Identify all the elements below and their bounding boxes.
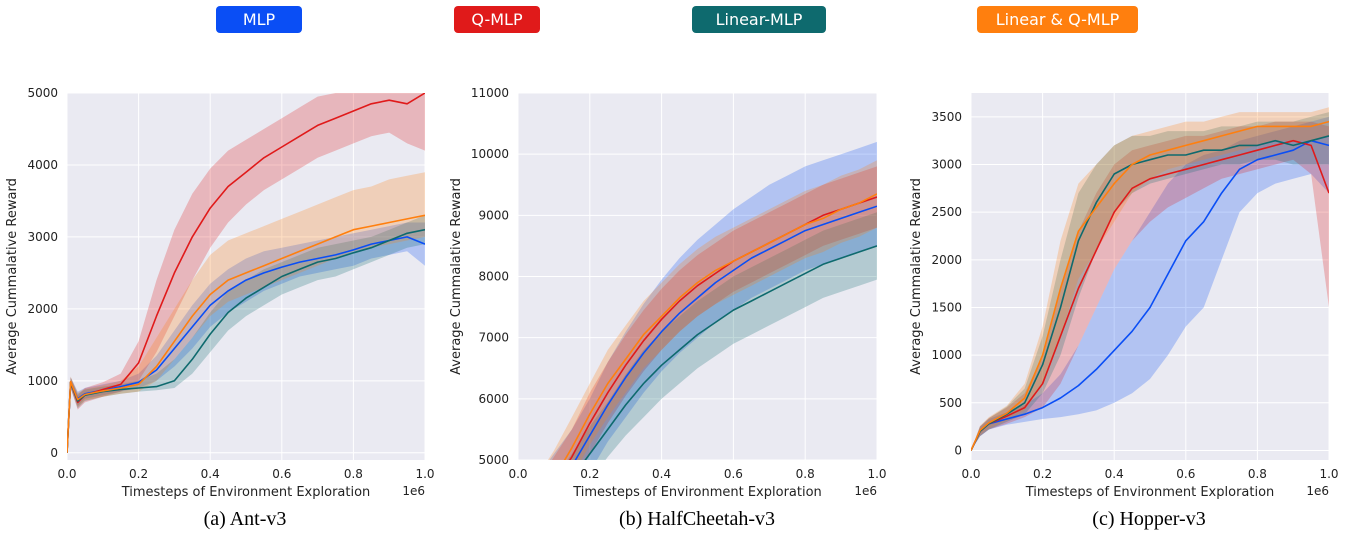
line-linear-and-q-mlp <box>67 214 425 453</box>
y-axis-label: Average Cummalative Reward <box>5 178 20 375</box>
band-mlp <box>67 222 425 453</box>
plot-series <box>67 93 425 453</box>
plot-series <box>971 107 1329 451</box>
x-tick-label: 0.2 <box>580 467 599 481</box>
chart-panel-3: 0.0 0.2 0.4 0.6 0.8 1.0 0 500 1000 1500 2000 2500 30… <box>909 93 1339 500</box>
caption-hopper: (c) Hopper-v3 <box>1092 508 1206 530</box>
y-tick-label: 2000 <box>27 302 58 316</box>
y-tick-label: 2000 <box>931 253 962 267</box>
x-tick-label: 0.4 <box>201 467 220 481</box>
y-tick-label: 1000 <box>931 348 962 362</box>
chart-panel-1: 0.0 0.2 0.4 0.6 0.8 1.0 0 1000 2000 3000 4000 5000 1… <box>5 86 435 500</box>
y-axis-label: Average Cummalative Reward <box>449 178 464 375</box>
y-tick-label: 9000 <box>478 208 509 222</box>
band-linear-mlp <box>67 215 425 453</box>
legend-label-q-mlp: Q-MLP <box>471 10 523 29</box>
legend-item-linear-mlp: Linear-MLP <box>692 6 826 33</box>
x-tick-label: 0.4 <box>652 467 671 481</box>
x-tick-label: 0.4 <box>1105 467 1124 481</box>
legend-label-linear-q-mlp: Linear & Q-MLP <box>995 10 1120 29</box>
y-tick-label: 1000 <box>27 374 58 388</box>
x-tick-label: 0.2 <box>129 467 148 481</box>
band-linear-mlp <box>567 212 877 460</box>
y-tick-label: 2500 <box>931 205 962 219</box>
x-tick-label: 0.6 <box>724 467 743 481</box>
line-linear-and-q-mlp <box>971 120 1329 451</box>
y-tick-label: 500 <box>939 396 962 410</box>
line-linear-mlp <box>584 245 877 460</box>
x-tick-label: 0.0 <box>57 467 76 481</box>
y-tick-label: 11000 <box>471 86 509 100</box>
chart-panel-2: 0.0 0.2 0.4 0.6 0.8 1.0 5000 6000 7000 8000 9000 10… <box>449 86 887 500</box>
y-tick-label: 8000 <box>478 270 509 284</box>
legend-item-q-mlp: Q-MLP <box>454 6 540 33</box>
x-tick-label: 0.0 <box>508 467 527 481</box>
x-offset-label: 1e6 <box>402 484 425 498</box>
line-q-mlp <box>568 196 877 460</box>
y-tick-label: 6000 <box>478 392 509 406</box>
band-q-mlp <box>551 166 877 460</box>
legend-item-mlp: MLP <box>216 6 302 33</box>
x-tick-label: 1.0 <box>1319 467 1338 481</box>
x-tick-label: 0.8 <box>1248 467 1267 481</box>
x-tick-label: 0.6 <box>1176 467 1195 481</box>
line-mlp <box>574 205 877 460</box>
x-tick-label: 0.6 <box>272 467 291 481</box>
x-tick-label: 0.8 <box>344 467 363 481</box>
plot-series <box>547 141 877 460</box>
line-q-mlp <box>971 139 1329 451</box>
y-tick-label: 7000 <box>478 331 509 345</box>
x-tick-label: 1.0 <box>415 467 434 481</box>
line-linear-and-q-mlp <box>563 193 877 460</box>
x-tick-label: 0.8 <box>796 467 815 481</box>
y-tick-label: 10000 <box>471 147 509 161</box>
legend-label-mlp: MLP <box>242 10 276 29</box>
y-tick-label: 3500 <box>931 110 962 124</box>
band-mlp <box>971 116 1329 451</box>
y-tick-label: 0 <box>954 443 962 457</box>
band-q-mlp <box>67 93 425 453</box>
caption-ant: (a) Ant-v3 <box>203 508 287 530</box>
y-tick-label: 3000 <box>27 230 58 244</box>
line-linear-mlp <box>971 135 1329 451</box>
y-tick-label: 4000 <box>27 158 58 172</box>
band-q-mlp <box>971 121 1329 451</box>
x-offset-label: 1e6 <box>854 484 877 498</box>
legend-label-linear-mlp: Linear-MLP <box>715 10 803 29</box>
y-tick-label: 0 <box>50 446 58 460</box>
plot-area <box>67 93 425 460</box>
x-tick-label: 1.0 <box>867 467 886 481</box>
y-tick-label: 5000 <box>478 453 509 467</box>
x-axis-label: Timesteps of Environment Exploration <box>121 485 371 500</box>
legend-item-linear-q-mlp: Linear & Q-MLP <box>977 6 1138 33</box>
x-tick-label: 0.0 <box>961 467 980 481</box>
y-axis-label: Average Cummalative Reward <box>909 178 924 375</box>
x-axis-label: Timesteps of Environment Exploration <box>1025 485 1275 500</box>
band-mlp <box>549 141 877 460</box>
x-tick-label: 0.2 <box>1033 467 1052 481</box>
charts-figure: 0.0 0.2 0.4 0.6 0.8 1.00100020003000400050001… <box>5 86 1339 500</box>
x-offset-label: 1e6 <box>1306 484 1329 498</box>
x-axis-label: Timesteps of Environment Exploration <box>572 485 822 500</box>
line-mlp <box>971 139 1329 451</box>
y-tick-label: 1500 <box>931 300 962 314</box>
y-tick-label: 5000 <box>27 86 58 100</box>
band-linear-and-q-mlp <box>67 172 425 453</box>
caption-halfcheetah: (b) HalfCheetah-v3 <box>618 508 776 530</box>
y-tick-label: 3000 <box>931 157 962 171</box>
